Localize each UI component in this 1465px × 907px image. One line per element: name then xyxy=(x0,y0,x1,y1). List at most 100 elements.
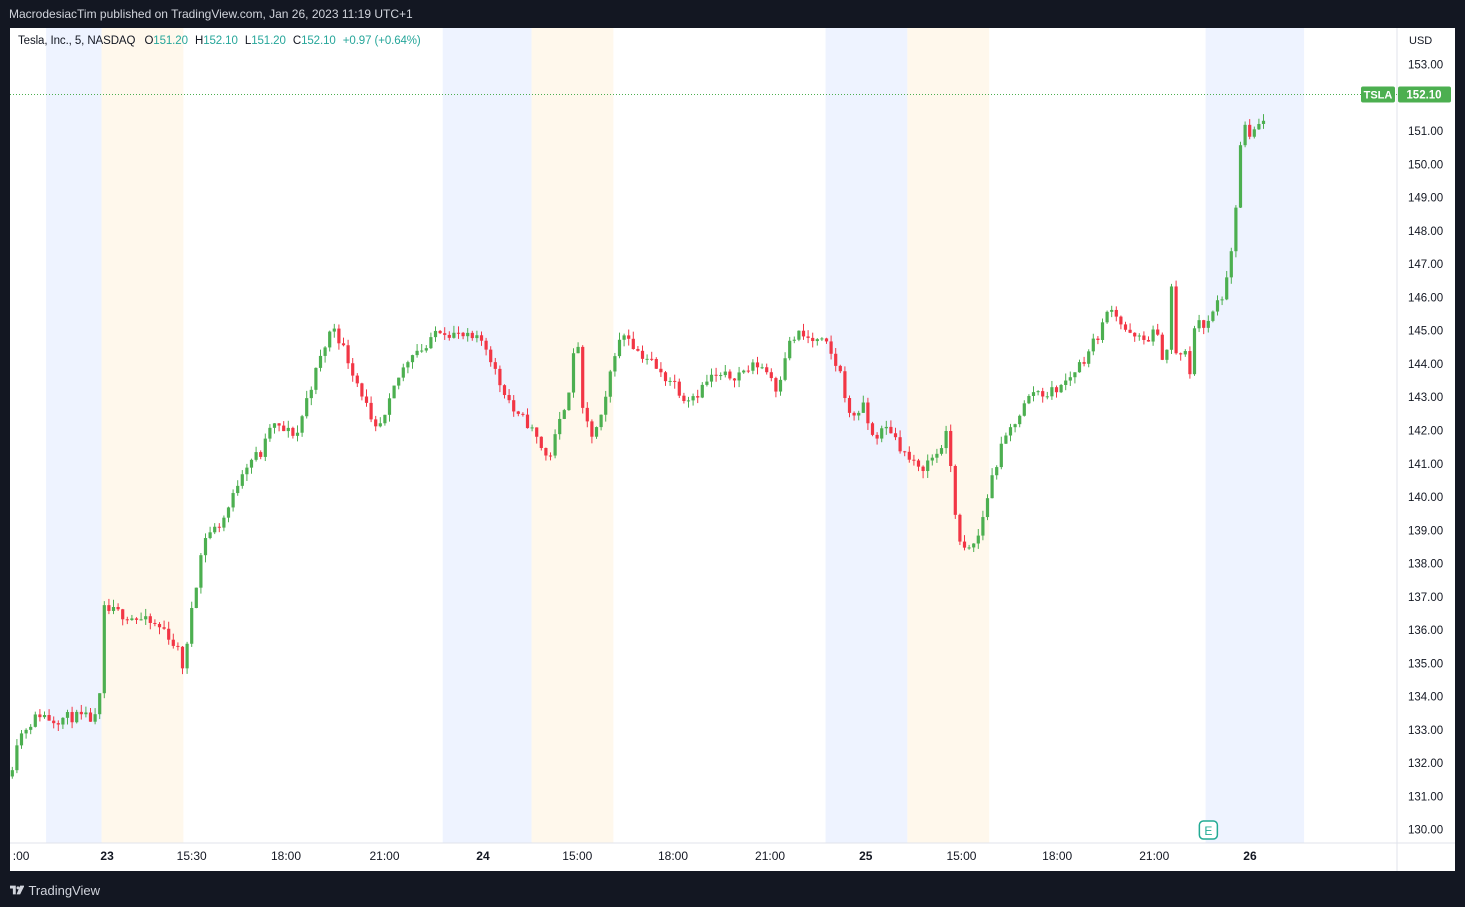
candle-body xyxy=(1215,300,1220,312)
candle-body xyxy=(295,432,300,436)
price-chart[interactable]: USD 130.00 131.00 132.00 133.00 134.00 135.00 1… xyxy=(10,28,1455,871)
candle-body xyxy=(1197,320,1201,329)
candle-body xyxy=(1142,335,1146,340)
candle-body xyxy=(732,378,737,381)
candle-body xyxy=(1133,332,1137,337)
last-price-tag-bg xyxy=(1398,86,1451,103)
candle-body xyxy=(300,416,304,433)
candle-body xyxy=(268,427,272,439)
candle-body xyxy=(1008,427,1013,436)
candle-body xyxy=(829,341,833,354)
candle-body xyxy=(167,628,171,640)
chart-frame[interactable]: USD 130.00 131.00 132.00 133.00 134.00 135.00 1… xyxy=(10,28,1455,871)
candle-body xyxy=(774,378,778,392)
time-tick-label: 23 xyxy=(100,849,114,863)
candle-body xyxy=(838,365,842,372)
session-band-afterhours xyxy=(825,28,908,843)
candle-body xyxy=(1261,120,1266,124)
candle-body xyxy=(981,517,985,536)
candle-body xyxy=(742,370,746,373)
candle-body xyxy=(893,433,898,438)
candle-body xyxy=(1073,372,1077,378)
price-tick-label: 145.00 xyxy=(1408,326,1443,338)
candle-body xyxy=(1234,207,1238,252)
session-band-premarket xyxy=(531,28,614,843)
candle-body xyxy=(847,398,852,413)
candle-body xyxy=(392,385,396,399)
candle-body xyxy=(815,339,819,342)
candle-body xyxy=(985,498,990,518)
tradingview-brand: TradingView xyxy=(28,882,100,898)
candle-body xyxy=(778,379,783,392)
price-tick-label: 150.00 xyxy=(1408,159,1443,171)
candle-body xyxy=(866,402,870,424)
candle-body xyxy=(1036,391,1040,393)
candle-body xyxy=(939,448,944,454)
tradingview-logo[interactable]: TradingView xyxy=(10,882,100,898)
candle-body xyxy=(691,396,695,401)
candle-body xyxy=(673,380,677,382)
legend-symbol-name: Tesla, Inc., 5, NASDAQ xyxy=(18,35,136,47)
candle-body xyxy=(1027,395,1031,404)
candle-body xyxy=(341,343,346,346)
candle-body xyxy=(291,427,295,436)
candle-body xyxy=(364,396,369,403)
candle-body xyxy=(525,414,530,429)
candle-body xyxy=(180,646,185,669)
legend-close-value: 152.10 xyxy=(301,35,336,47)
candle-body xyxy=(737,372,741,381)
candle-body xyxy=(222,517,226,528)
candle-body xyxy=(999,443,1003,468)
candle-body xyxy=(1018,415,1022,425)
candle-body xyxy=(585,407,589,422)
candle-body xyxy=(111,607,116,611)
candle-body xyxy=(553,434,557,456)
price-tick-label: 133.00 xyxy=(1408,725,1443,737)
time-tick-label: 21:00 xyxy=(369,849,399,863)
candle-body xyxy=(898,437,902,452)
candle-body xyxy=(277,423,281,426)
candle-body xyxy=(1004,435,1008,444)
price-tick-label: 131.00 xyxy=(1408,791,1443,803)
candle-body xyxy=(461,332,465,337)
candle-body xyxy=(677,381,681,396)
candle-body xyxy=(709,374,714,382)
session-band-afterhours xyxy=(1205,28,1305,843)
candle-body xyxy=(843,371,847,399)
candle-body xyxy=(792,339,796,341)
candle-body xyxy=(443,333,447,335)
time-tick-label: 25 xyxy=(859,849,873,863)
legend-high-label: H xyxy=(194,35,204,47)
candle-body xyxy=(1064,380,1068,385)
candle-body xyxy=(139,619,143,621)
candle-body xyxy=(107,605,111,611)
candle-body xyxy=(254,452,258,460)
candle-body xyxy=(116,607,120,610)
time-tick-label: 21:00 xyxy=(755,849,785,863)
candle-body xyxy=(263,438,267,457)
candle-body xyxy=(1041,391,1045,397)
candle-body xyxy=(962,541,967,548)
symbol-tag: TSLA xyxy=(1364,90,1393,102)
candle-body xyxy=(65,712,70,718)
candle-body xyxy=(410,355,415,363)
candle-body xyxy=(622,335,626,340)
candle-body xyxy=(38,714,42,718)
earnings-marker-icon xyxy=(1198,820,1219,840)
candle-body xyxy=(199,555,203,588)
candle-body xyxy=(134,618,139,620)
candle-body xyxy=(153,622,157,624)
session-band-afterhours xyxy=(442,28,532,843)
candle-body xyxy=(1105,311,1109,323)
candle-body xyxy=(194,587,198,608)
candle-body xyxy=(719,375,723,377)
candle-body xyxy=(1114,309,1118,317)
candle-body xyxy=(355,375,359,384)
candle-body xyxy=(1169,286,1174,350)
price-tick-label: 144.00 xyxy=(1408,359,1443,371)
candle-body xyxy=(1054,387,1059,393)
candle-body xyxy=(259,452,263,457)
symbol-legend: Tesla, Inc., 5, NASDAQ O151.20 H152.10 L… xyxy=(18,35,421,47)
candle-body xyxy=(521,413,525,415)
candle-body xyxy=(171,639,175,646)
